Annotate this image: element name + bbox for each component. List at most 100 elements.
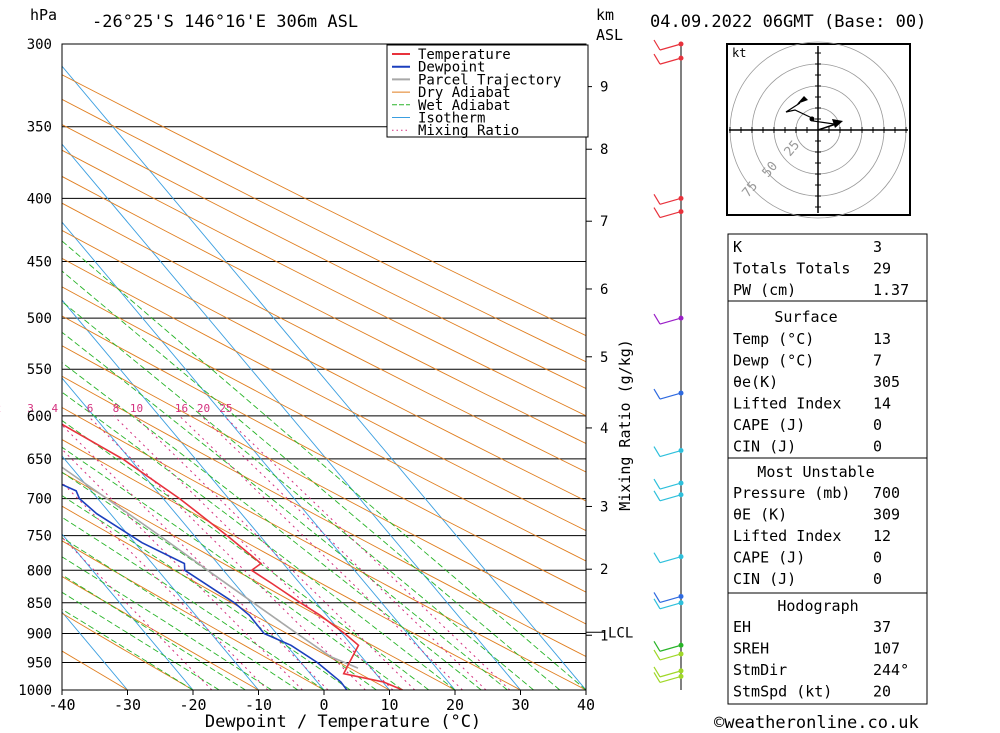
mixing-ratio-label: 6 xyxy=(87,402,94,415)
dry-adiabat-line xyxy=(62,406,586,690)
hodograph-stat-value: 20 xyxy=(873,683,891,701)
wet-adiabat-line xyxy=(62,240,586,690)
wind-marker xyxy=(678,651,684,657)
wind-barb xyxy=(659,317,682,325)
dry-adiabat-line xyxy=(62,229,586,502)
dry-adiabat-line xyxy=(62,375,586,658)
pressure-tick-label: 550 xyxy=(27,362,52,378)
index-value: 29 xyxy=(873,260,891,278)
dry-adiabat-line xyxy=(62,257,586,532)
wind-barb xyxy=(659,482,682,490)
wind-barb-flag xyxy=(653,490,661,502)
surface-title: Surface xyxy=(774,308,837,326)
hodograph-stat-label: EH xyxy=(733,618,751,636)
most-unstable-label: CIN (J) xyxy=(733,570,796,588)
wind-barb xyxy=(659,556,682,564)
storm-motion-vector xyxy=(817,123,837,131)
wind-marker xyxy=(678,642,684,648)
x-axis-label: Dewpoint / Temperature (°C) xyxy=(205,712,481,732)
hodograph-trace xyxy=(785,102,835,125)
index-label: K xyxy=(733,238,742,256)
wet-adiabat-line xyxy=(62,495,351,690)
wind-barb xyxy=(659,392,682,400)
legend-box xyxy=(386,44,589,138)
plot-area xyxy=(62,44,586,690)
legend-entry: Temperature xyxy=(418,47,511,63)
pressure-tick-label: 900 xyxy=(27,626,52,642)
km-unit-label: km xyxy=(596,6,614,24)
wind-barb xyxy=(659,595,682,604)
wind-barb xyxy=(659,211,682,219)
pressure-tick-label: 950 xyxy=(27,655,52,671)
dry-adiabat-line xyxy=(62,439,521,690)
most-unstable-label: Lifted Index xyxy=(733,527,841,545)
storm-motion-arrow xyxy=(832,119,843,128)
mixing-ratio-line xyxy=(223,415,511,690)
wind-barb-flag xyxy=(653,478,661,490)
most-unstable-label: Pressure (mb) xyxy=(733,484,850,502)
index-value: 3 xyxy=(873,238,882,256)
pressure-unit-label: hPa xyxy=(30,6,57,24)
pressure-tick-label: 700 xyxy=(27,492,52,508)
pressure-tick-label: 350 xyxy=(27,120,52,136)
wet-adiabat-line xyxy=(62,446,403,690)
legend-entry: Parcel Trajectory xyxy=(418,72,561,88)
hodograph-stat-value: 107 xyxy=(873,640,900,658)
height-tick-label: 5 xyxy=(600,350,608,366)
stats-table: Surface Most Unstable Hodograph K 3 Totals… xyxy=(727,233,928,705)
most-unstable-label: CAPE (J) xyxy=(733,549,805,567)
wet-adiabat-line xyxy=(62,537,299,690)
isotherm-line xyxy=(62,377,325,690)
mixing-ratio-label: 16 xyxy=(175,402,188,415)
parcel-trajectory-line xyxy=(62,466,359,669)
wet-adiabat-line xyxy=(62,471,377,690)
index-value: 1.37 xyxy=(873,281,909,299)
wind-barb xyxy=(659,653,682,661)
temperature-tick-label: -30 xyxy=(114,696,141,714)
wind-barb xyxy=(659,644,682,652)
surface-value: 7 xyxy=(873,352,882,370)
temperature-tick-label: -20 xyxy=(179,696,206,714)
wind-barb-flag xyxy=(653,552,661,563)
mixing-ratio-line xyxy=(87,415,366,690)
wet-adiabat-line xyxy=(62,420,430,690)
most-unstable-title: Most Unstable xyxy=(757,463,874,481)
wind-marker xyxy=(678,41,684,47)
temperature-tick-label: 30 xyxy=(511,696,529,714)
dry-adiabat-line xyxy=(62,315,586,593)
pressure-tick-label: 800 xyxy=(27,563,52,579)
wind-barb-flag xyxy=(653,446,661,457)
temperature-tick-label: 40 xyxy=(577,696,595,714)
hodograph-stat-value: 37 xyxy=(873,618,891,636)
mixing-ratio-line xyxy=(113,415,394,690)
mixing-ratio-label: 10 xyxy=(130,402,143,415)
wind-marker xyxy=(678,315,684,321)
profile-lines xyxy=(62,423,403,690)
mixing-ratio-line xyxy=(62,481,269,690)
dewpoint-line xyxy=(62,483,348,690)
mixing-ratio-line xyxy=(179,415,463,690)
wet-adiabat-line xyxy=(62,608,194,690)
temperature-axis: -40 -30 -20 -10 0 10 20 30 40 xyxy=(48,690,595,714)
hodograph: kt 25 50 75 xyxy=(726,41,911,219)
most-unstable-box xyxy=(727,457,928,594)
hodograph-unit: kt xyxy=(732,46,746,60)
legend-entry: Dry Adiabat xyxy=(418,85,511,101)
wind-barb-flag xyxy=(653,53,661,65)
surface-label: CAPE (J) xyxy=(733,416,805,434)
wind-barb-flag xyxy=(653,649,661,661)
wind-barb-flag xyxy=(653,207,661,218)
dry-adiabat-line xyxy=(62,505,390,690)
pressure-tick-label: 750 xyxy=(27,529,52,545)
wet-adiabat-line xyxy=(62,270,561,690)
dry-adiabat-line xyxy=(62,576,259,690)
hodograph-stat-label: StmDir xyxy=(733,661,787,679)
height-tick-label: 6 xyxy=(600,282,608,298)
most-unstable-value: 700 xyxy=(873,484,900,502)
dry-adiabat-line xyxy=(62,202,586,473)
hodograph-stat-label: SREH xyxy=(733,640,769,658)
index-label: PW (cm) xyxy=(733,281,796,299)
height-axis: 9 8 7 6 5 4 3 2 1 LCL xyxy=(586,80,633,644)
hodograph-upper-arrow xyxy=(797,96,808,104)
